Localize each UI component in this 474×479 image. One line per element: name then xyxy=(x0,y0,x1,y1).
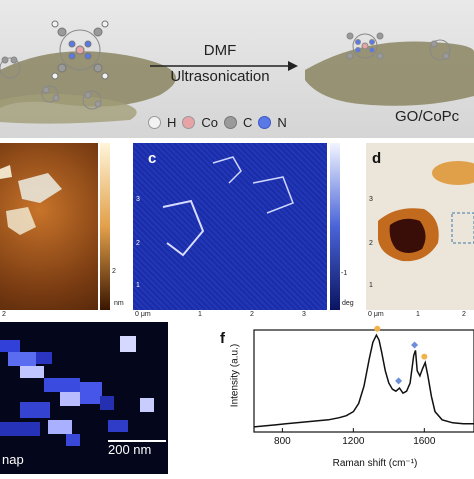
x-tick-label-2: 1600 xyxy=(413,436,436,447)
spectrum-line-0 xyxy=(253,333,474,428)
chart-panel-letter: f xyxy=(220,330,225,347)
raman-map-features xyxy=(378,161,474,262)
afm-height-cbar-label: 2 xyxy=(112,268,116,275)
scale-bar xyxy=(108,440,166,442)
legend-label-h: H xyxy=(167,115,177,130)
afm-height-flakes xyxy=(0,165,62,235)
go-sheet-right xyxy=(305,41,474,106)
afm-phase-image xyxy=(133,143,327,310)
legend-dot-n xyxy=(258,116,272,129)
go-sheet-left-lower xyxy=(0,94,137,124)
chart-y-axis-label: Intensity (a.u.) xyxy=(229,343,241,408)
afm-height-unit: nm xyxy=(114,300,124,307)
x-tick-label-1: 1200 xyxy=(342,436,365,447)
peak-marker-1 xyxy=(395,377,403,385)
raman-spectrum-chart: 800 1200 1600 xyxy=(253,325,474,447)
afm-phase-flakes xyxy=(162,156,294,257)
panel-c-letter: c xyxy=(148,150,157,167)
map-x-tick-0: 0 μm xyxy=(368,311,384,318)
legend-label-n: N xyxy=(277,115,287,130)
phase-x-tick-3: 3 xyxy=(302,311,306,318)
pixel-map-label: nap xyxy=(2,452,24,467)
legend-dot-h xyxy=(148,116,161,129)
copc-molecule-left xyxy=(51,20,109,80)
legend-label-co: Co xyxy=(201,115,219,130)
phase-y-tick-0: 3 xyxy=(136,196,140,203)
arrow-top-label: DMF xyxy=(203,42,237,59)
arrow-bottom-label: Ultrasonication xyxy=(170,68,270,85)
map-x-tick-1: 1 xyxy=(416,311,420,318)
map-y-tick-2: 1 xyxy=(369,282,373,289)
pixel-map-image xyxy=(0,322,168,474)
atom-legend: H Co C N xyxy=(148,115,287,130)
go-sheet-left xyxy=(0,51,176,108)
phase-y-tick-2: 1 xyxy=(136,282,140,289)
phase-x-tick-0: 0 μm xyxy=(135,311,151,318)
reaction-arrow-head xyxy=(288,61,298,71)
scale-bar-label: 200 nm xyxy=(108,442,152,457)
afm-phase-colorbar xyxy=(330,143,340,310)
afm-phase-cbar-label: -1 xyxy=(341,270,348,277)
map-y-tick-0: 3 xyxy=(369,196,373,203)
map-y-tick-1: 2 xyxy=(369,240,373,247)
panel-d-letter: d xyxy=(372,150,382,167)
chart-markers xyxy=(374,325,428,385)
chart-frame xyxy=(253,329,474,433)
peak-marker-0 xyxy=(374,325,381,332)
chart-x-axis-label: Raman shift (cm⁻¹) xyxy=(332,458,418,469)
afm-height-colorbar xyxy=(100,143,110,310)
schematic-panel: DMF Ultrasonication GO/CoPc H Co C N xyxy=(0,0,474,138)
peak-marker-3 xyxy=(421,353,428,360)
pixel-map-cells xyxy=(0,336,154,446)
legend-label-c: C xyxy=(243,115,253,130)
peak-marker-2 xyxy=(411,341,419,349)
schematic-drawing xyxy=(0,20,474,124)
phase-y-tick-1: 2 xyxy=(136,240,140,247)
map-x-tick-2: 2 xyxy=(462,311,466,318)
chart-axes xyxy=(253,329,474,433)
phase-x-tick-1: 1 xyxy=(198,311,202,318)
phase-x-tick-2: 2 xyxy=(250,311,254,318)
chart-ticks: 800 1200 1600 xyxy=(274,428,436,447)
afm-height-image xyxy=(0,143,98,310)
legend-dot-co xyxy=(182,116,196,129)
legend-dot-c xyxy=(224,116,238,129)
copc-molecule-right xyxy=(346,32,451,61)
copc-molecule-left-2 xyxy=(0,56,102,110)
raman-map-image xyxy=(366,143,474,310)
x-tick-label-0: 800 xyxy=(274,436,291,447)
afm-phase-unit: deg xyxy=(342,300,354,307)
chart-series xyxy=(253,333,474,428)
product-label: GO/CoPc xyxy=(395,108,460,125)
afm-height-x-tick: 2 xyxy=(2,311,6,318)
